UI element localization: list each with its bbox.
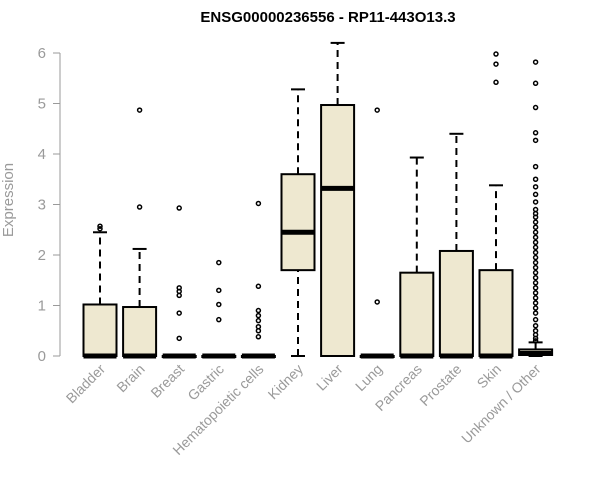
outlier-point: [255, 312, 262, 319]
outlier-point: [216, 301, 222, 308]
outlier-point: [532, 184, 539, 190]
outlier-point: [532, 338, 539, 344]
outlier-point: [532, 239, 539, 246]
box-group: [438, 132, 474, 359]
outlier-point: [532, 229, 539, 236]
y-ticks: 0 1 2 3 4 5 6: [38, 45, 60, 365]
outlier-point: [532, 104, 539, 111]
outlier-point: [532, 285, 539, 291]
y-tick-label: 2: [38, 247, 46, 264]
x-tick-label: Prostate: [416, 361, 464, 409]
outlier-point: [97, 225, 103, 232]
outlier-point: [532, 269, 539, 276]
y-axis-label: Expression: [0, 163, 17, 237]
outlier-point: [176, 205, 182, 211]
outlier-point: [532, 163, 539, 170]
outlier-point: [97, 223, 103, 229]
outlier-point: [374, 299, 380, 305]
outlier-point: [532, 176, 539, 182]
outlier-point: [532, 234, 539, 241]
y-tick-label: 6: [38, 45, 46, 62]
box-iqr: [280, 173, 316, 272]
y-tick-label: 5: [38, 96, 46, 113]
box-iqr: [438, 249, 474, 358]
outlier-point: [532, 305, 539, 311]
outlier-point: [216, 259, 222, 266]
y-tick-label: 4: [38, 146, 46, 163]
outlier-point: [532, 310, 539, 316]
box-iqr: [82, 303, 118, 357]
box-iqr: [320, 104, 356, 357]
outlier-point: [255, 323, 262, 330]
outlier-point: [136, 204, 143, 210]
box-group: [161, 205, 197, 359]
y-tick-label: 3: [38, 197, 46, 214]
outlier-point: [255, 317, 262, 324]
box-iqr: [122, 306, 158, 358]
outlier-point: [532, 274, 539, 281]
outlier-point: [493, 51, 499, 57]
outlier-point: [532, 322, 539, 329]
outlier-point: [216, 316, 222, 323]
outlier-point: [532, 80, 539, 87]
outlier-point: [532, 259, 539, 266]
box-group: [240, 200, 276, 359]
box-group: [122, 107, 158, 359]
box-group: [280, 88, 316, 357]
outlier-point: [532, 254, 539, 261]
box-iqr: [478, 269, 514, 357]
x-tick-label: Breast: [147, 361, 187, 401]
boxes: [82, 41, 554, 359]
outlier-point: [532, 280, 539, 286]
x-tick-label: Liver: [313, 361, 346, 394]
outlier-point: [374, 107, 380, 113]
x-tick-label: Brain: [113, 361, 147, 395]
x-tick-label: Bladder: [63, 361, 109, 407]
outlier-point: [532, 224, 539, 230]
outlier-point: [532, 264, 539, 271]
outlier-point: [532, 199, 539, 205]
outlier-point: [176, 310, 182, 316]
x-tick-label: Kidney: [265, 361, 307, 403]
outlier-point: [532, 316, 539, 323]
outlier-point: [255, 200, 262, 207]
outlier-point: [493, 61, 499, 67]
outlier-point: [493, 79, 499, 86]
outlier-point: [255, 283, 262, 290]
y-tick-label: 0: [38, 348, 46, 365]
outlier-point: [532, 219, 539, 225]
box-group: [320, 41, 356, 357]
outlier-point: [176, 335, 182, 342]
outlier-point: [532, 137, 539, 144]
outlier-point: [532, 244, 539, 251]
box-iqr: [399, 271, 435, 357]
x-tick-label: Lung: [352, 361, 385, 394]
outlier-point: [532, 295, 539, 301]
outlier-point: [176, 285, 182, 291]
outlier-point: [532, 300, 539, 306]
outlier-point: [532, 130, 539, 136]
outlier-point: [216, 287, 222, 294]
outlier-point: [532, 249, 539, 256]
outlier-point: [255, 334, 262, 340]
box-group: [359, 107, 395, 359]
box-group: [518, 59, 554, 357]
outlier-point: [532, 59, 539, 65]
box-group: [201, 259, 237, 359]
outlier-point: [136, 107, 143, 113]
outlier-point: [532, 328, 539, 334]
box-group: [478, 51, 514, 359]
y-tick-label: 1: [38, 298, 46, 315]
outlier-point: [532, 191, 539, 198]
box-group: [82, 223, 118, 359]
outlier-point: [255, 307, 262, 314]
chart-title: ENSG00000236556 - RP11-443O13.3: [200, 9, 455, 26]
box-group: [399, 156, 435, 359]
x-tick-label: Skin: [474, 361, 505, 392]
outlier-point: [532, 290, 539, 296]
outlier-point: [532, 206, 539, 213]
